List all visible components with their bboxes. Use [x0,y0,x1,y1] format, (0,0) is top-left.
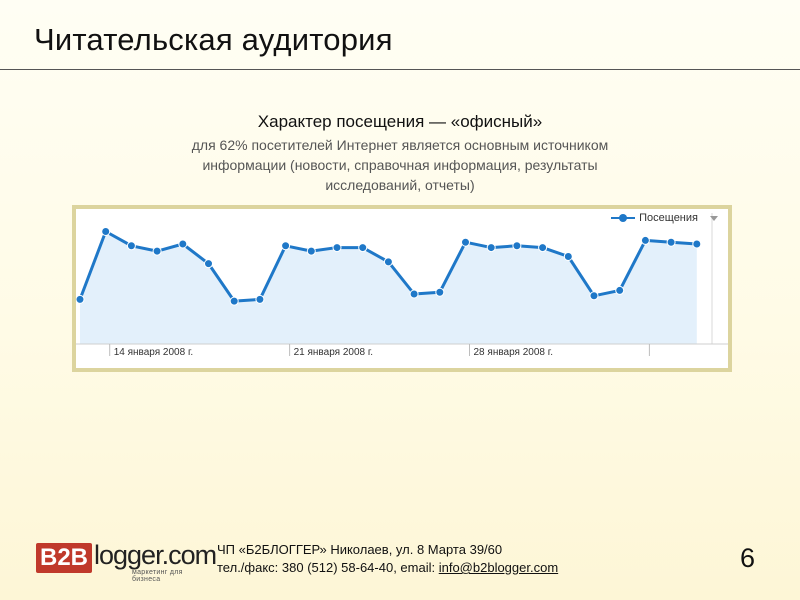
data-point[interactable] [76,294,85,304]
section-description: для 62% посетителей Интернет является ос… [191,137,609,193]
footer-contacts: ЧП «Б2БЛОГГЕР» Николаев, ул. 8 Марта 39/… [217,541,558,577]
data-point[interactable] [692,239,702,249]
data-point[interactable] [229,296,239,306]
data-point[interactable] [126,241,136,251]
section-heading: Характер посещения — «офисный» [257,112,543,131]
data-point[interactable] [281,241,291,251]
slide-title: Читательская аудитория [34,22,393,57]
data-point[interactable] [101,227,111,236]
visits-chart: 14 января 2008 г. 21 января 2008 г. 28 янв… [76,209,728,368]
title-divider [0,69,800,70]
data-point[interactable] [512,241,522,251]
data-point[interactable] [152,246,162,256]
data-point[interactable] [461,237,470,247]
logo-mark: B2B [36,543,92,573]
page-number: 6 [740,543,756,573]
data-point[interactable] [486,243,496,253]
x-tick-label: 21 января 2008 г. [294,347,373,358]
data-point[interactable] [409,289,419,299]
x-tick-label: 14 января 2008 г. [114,347,193,358]
data-point[interactable] [563,252,573,261]
company-logo: B2B logger.com маркетинг для бизнеса [36,538,217,583]
chart-frame: 14 января 2008 г. 21 января 2008 г. 28 янв… [72,205,732,372]
data-point[interactable] [255,294,265,304]
chevron-down-icon[interactable] [710,215,718,221]
legend-swatch [611,213,636,223]
logo-wordmark: logger.com [94,540,217,570]
legend-label: Посещения [639,212,698,224]
logo-tagline: маркетинг для бизнеса [132,569,183,583]
data-point[interactable] [332,243,342,253]
data-point[interactable] [589,291,599,301]
visits-chart-svg: 14 января 2008 г. 21 января 2008 г. 28 янв… [76,213,728,358]
phone-text: тел./факс: 380 (512) 58-64-40, email: [217,560,439,575]
contact-line: тел./факс: 380 (512) 58-64-40, email: in… [217,559,558,577]
series-area [80,231,697,344]
x-tick-label: 28 января 2008 г. [474,347,553,358]
company-address: ЧП «Б2БЛОГГЕР» Николаев, ул. 8 Марта 39/… [217,542,503,557]
data-point[interactable] [666,237,676,247]
data-point[interactable] [178,239,188,249]
data-point[interactable] [640,235,650,245]
chart-legend[interactable]: Посещения [611,212,718,224]
data-point[interactable] [538,243,548,253]
data-point[interactable] [383,257,393,267]
data-point[interactable] [358,243,368,253]
data-point[interactable] [615,285,625,295]
data-point[interactable] [204,259,213,269]
email-link[interactable]: info@b2blogger.com [438,560,559,575]
data-point[interactable] [435,287,445,297]
data-point[interactable] [306,246,316,256]
